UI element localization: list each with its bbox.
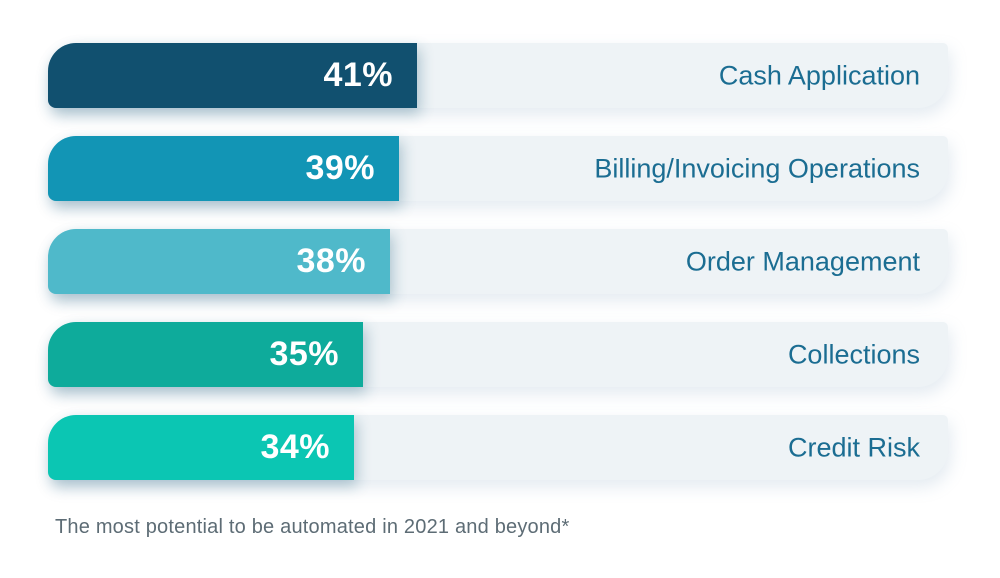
bar-value-label: 34% — [260, 428, 330, 466]
bar-fill: 39% — [48, 136, 399, 201]
bar-track: 34% Credit Risk — [48, 415, 948, 480]
bar-fill: 35% — [48, 322, 363, 387]
bar-row: 38% Order Management — [48, 229, 948, 294]
bar-category-label: Order Management — [685, 246, 920, 276]
bar-track: 39% Billing/Invoicing Operations — [48, 136, 948, 201]
bar-fill: 38% — [48, 229, 390, 294]
bar-category-label: Collections — [787, 339, 920, 369]
bar-fill: 34% — [48, 415, 354, 480]
bar-value-label: 39% — [305, 149, 375, 187]
bar-category-label: Cash Application — [718, 60, 920, 90]
bar-row: 34% Credit Risk — [48, 415, 948, 480]
bar-row: 35% Collections — [48, 322, 948, 387]
bar-category-label: Billing/Invoicing Operations — [594, 153, 920, 183]
bar-row: 41% Cash Application — [48, 43, 948, 108]
bar-value-label: 35% — [269, 335, 339, 373]
bar-category-label: Credit Risk — [787, 432, 920, 462]
bar-value-label: 41% — [323, 56, 393, 94]
bar-track: 38% Order Management — [48, 229, 948, 294]
horizontal-bar-chart: 41% Cash Application 39% Billing/Invoici… — [48, 43, 948, 508]
bar-value-label: 38% — [296, 242, 366, 280]
bar-track: 35% Collections — [48, 322, 948, 387]
chart-caption: The most potential to be automated in 20… — [55, 516, 570, 538]
bar-row: 39% Billing/Invoicing Operations — [48, 136, 948, 201]
bar-fill: 41% — [48, 43, 417, 108]
bar-track: 41% Cash Application — [48, 43, 948, 108]
